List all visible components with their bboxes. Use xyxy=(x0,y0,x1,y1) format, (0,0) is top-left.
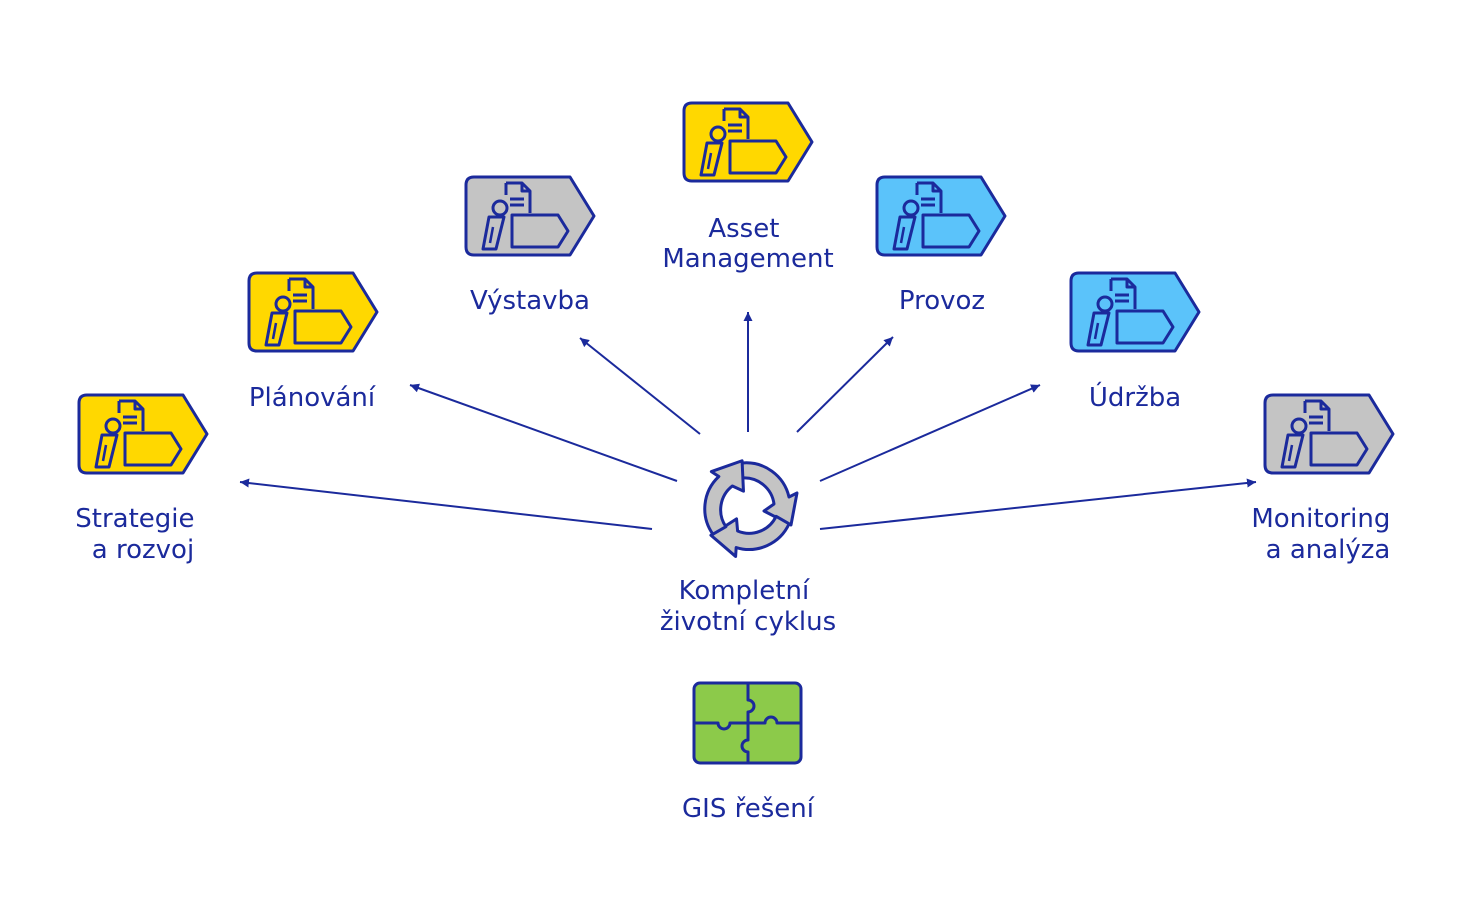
gis-label: GIS řešení xyxy=(682,794,815,824)
node-asset: Asset Management xyxy=(662,101,834,274)
node-label: Údržba xyxy=(1089,381,1181,413)
recycle-arrows-icon xyxy=(703,459,799,558)
node-udrzba: Údržba xyxy=(1069,271,1201,413)
asset-tag-icon xyxy=(77,393,209,475)
asset-tag-icon xyxy=(1263,393,1395,475)
arrow-to-udrzba xyxy=(819,384,1041,482)
node-vystavba: Výstavba xyxy=(464,175,596,316)
node-label: Provoz xyxy=(899,286,985,316)
asset-tag-icon xyxy=(682,101,814,183)
node-label: Strategie a rozvoj xyxy=(75,504,203,565)
arrow-to-monitoring xyxy=(819,478,1257,530)
gis-node: GIS řešení xyxy=(682,681,815,824)
node-label: Asset Management xyxy=(662,214,833,274)
arrow-to-provoz xyxy=(796,336,894,433)
asset-tag-icon xyxy=(464,175,596,257)
center-label: Kompletní životní cyklus xyxy=(660,576,836,637)
node-label: Plánování xyxy=(249,383,376,413)
node-strategie: Strategie a rozvoj xyxy=(75,393,209,565)
asset-tag-icon xyxy=(875,175,1007,257)
center-node: Kompletní životní cyklus xyxy=(660,459,836,637)
puzzle-icon xyxy=(692,681,803,765)
node-label: Výstavba xyxy=(470,286,590,316)
arrow-to-strategie xyxy=(239,478,653,530)
node-label: Monitoring a analýza xyxy=(1251,504,1398,565)
arrow-to-vystavba xyxy=(579,337,701,435)
node-monitoring: Monitoring a analýza xyxy=(1251,393,1398,565)
node-provoz: Provoz xyxy=(875,175,1007,316)
edges xyxy=(239,312,1257,530)
asset-tag-icon xyxy=(1069,271,1201,353)
arrow-to-planovani xyxy=(409,383,678,482)
asset-tag-icon xyxy=(247,271,379,353)
node-planovani: Plánování xyxy=(247,271,379,413)
